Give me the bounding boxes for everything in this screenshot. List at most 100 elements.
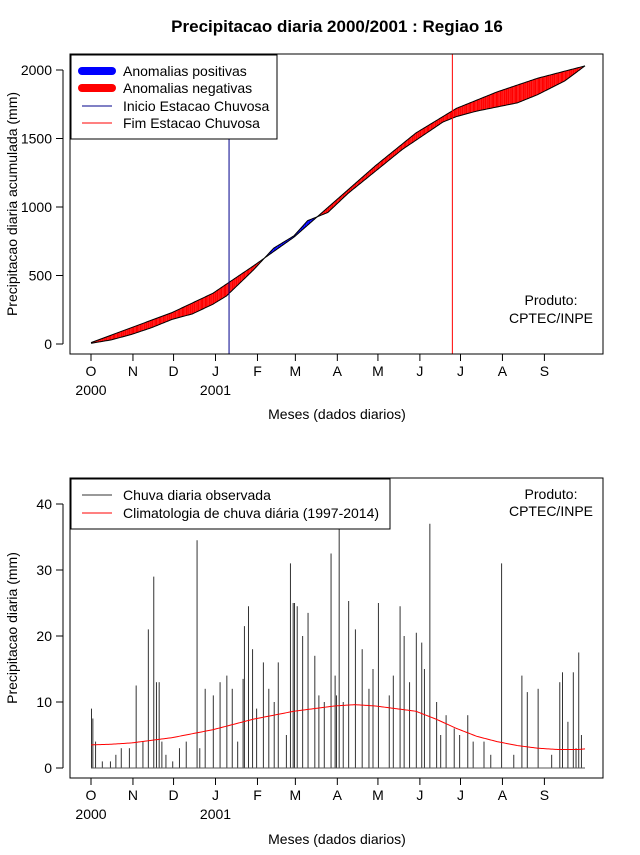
top-year-label: 2001	[200, 382, 231, 398]
top-x-tick-label: A	[333, 363, 343, 379]
negative-anomaly-segment	[476, 99, 479, 112]
negative-anomaly-segment	[478, 99, 480, 111]
negative-anomaly-segment	[563, 71, 565, 82]
top-y-tick-label: 1500	[21, 131, 52, 147]
negative-anomaly-segment	[422, 128, 424, 136]
bottom-x-axis-label: Meses (dados diarios)	[268, 831, 406, 847]
negative-anomaly-segment	[471, 101, 473, 113]
top-year-label: 2000	[75, 382, 106, 398]
climatology-line	[90, 704, 586, 769]
negative-anomaly-segment	[384, 157, 387, 164]
top-product-source: CPTEC/INPE	[509, 310, 593, 326]
negative-anomaly-segment	[501, 90, 503, 107]
negative-anomaly-segment	[208, 294, 211, 307]
negative-anomaly-segment	[168, 313, 170, 321]
negative-anomaly-segment	[456, 107, 458, 117]
negative-anomaly-segment	[210, 293, 212, 306]
bottom-y-tick-label: 0	[44, 760, 52, 776]
bottom-x-tick-label: A	[498, 787, 508, 803]
negative-anomaly-segment	[234, 277, 236, 289]
negative-anomaly-segment	[414, 133, 416, 142]
negative-anomaly-segment	[402, 142, 404, 150]
negative-anomaly-segment	[574, 68, 576, 74]
negative-anomaly-segment	[108, 335, 110, 341]
negative-anomaly-segment	[494, 92, 496, 108]
negative-anomaly-segment	[448, 112, 450, 120]
negative-anomaly-segment	[176, 309, 178, 319]
top-x-axis-label: Meses (dados diarios)	[268, 406, 406, 422]
negative-anomaly-segment	[545, 75, 548, 91]
bottom-x-tick-label: M	[372, 787, 384, 803]
negative-anomaly-segment	[380, 160, 382, 167]
negative-anomaly-segment	[394, 149, 396, 157]
bottom-x-tick-label: J	[212, 787, 219, 803]
negative-anomaly-segment	[103, 337, 105, 342]
negative-anomaly-segment	[440, 117, 442, 124]
negative-anomaly-segment	[169, 312, 171, 321]
negative-anomaly-segment	[399, 145, 401, 152]
negative-anomaly-segment	[177, 309, 179, 318]
negative-anomaly-segment	[128, 328, 131, 336]
negative-anomaly-segment	[149, 320, 151, 329]
negative-anomaly-segment	[130, 327, 132, 335]
bottom-x-axis: O N D J F M A M J J A S 2000 2001	[75, 777, 549, 822]
negative-anomaly-segment	[189, 303, 192, 315]
bottom-product-label: Produto:	[525, 486, 578, 502]
negative-anomaly-segment	[411, 135, 414, 144]
negative-anomaly-segment	[160, 316, 162, 325]
negative-anomaly-segment	[404, 140, 407, 148]
negative-anomaly-segment	[426, 125, 428, 134]
negative-anomaly-segment	[570, 69, 572, 77]
negative-anomaly-segment	[428, 124, 430, 133]
negative-anomaly-segment	[423, 127, 426, 135]
negative-anomaly-segment	[181, 307, 184, 317]
bottom-x-tick-label: N	[128, 787, 138, 803]
negative-anomaly-segment	[230, 280, 232, 293]
negative-anomaly-segment	[112, 334, 115, 340]
negative-anomaly-segment	[212, 292, 215, 305]
observed-cumulative-line	[90, 65, 586, 344]
negative-anomaly-segment	[522, 82, 525, 101]
negative-anomaly-segment	[119, 331, 121, 338]
negative-anomaly-segment	[216, 289, 219, 302]
negative-anomaly-segment	[555, 73, 557, 86]
negative-anomaly-segment	[178, 308, 181, 318]
negative-anomaly-segment	[195, 300, 197, 313]
negative-anomaly-segment	[537, 77, 539, 95]
bottom-year-label: 2001	[200, 806, 231, 822]
negative-anomaly-segment	[455, 108, 457, 118]
negative-anomaly-segment	[525, 81, 527, 100]
top-y-axis-label: Precipitacao diaria acumulada (mm)	[4, 92, 20, 316]
negative-anomaly-segment	[135, 325, 138, 334]
negative-anomaly-segment	[184, 306, 186, 317]
negative-anomaly-segment	[560, 71, 562, 84]
bottom-y-axis: 0 10 20 30 40	[36, 496, 64, 776]
top-legend: Anomalias positivas Anomalias negativas …	[70, 54, 278, 140]
negative-anomaly-segment	[107, 336, 109, 341]
negative-anomaly-segment	[197, 299, 200, 312]
top-x-tick-label: O	[86, 363, 97, 379]
bottom-y-axis-label: Precipitacao diaria (mm)	[4, 552, 20, 704]
legend-positive-label: Anomalias positivas	[123, 63, 247, 79]
negative-anomaly-segment	[200, 298, 202, 311]
negative-anomaly-segment	[444, 114, 446, 122]
negative-anomaly-segment	[375, 164, 377, 172]
negative-anomaly-segment	[143, 322, 146, 331]
negative-anomaly-segment	[373, 165, 376, 173]
negative-anomaly-segment	[138, 324, 140, 333]
bottom-legend-box	[70, 478, 391, 530]
climatology-daily-line	[90, 704, 586, 751]
bottom-x-tick-label: J	[457, 787, 464, 803]
top-x-tick-label: N	[128, 363, 138, 379]
bottom-y-tick-label: 20	[36, 628, 52, 644]
negative-anomaly-segment	[529, 80, 531, 98]
negative-anomaly-segment	[509, 87, 511, 105]
negative-anomaly-segment	[155, 318, 158, 326]
negative-anomaly-segment	[564, 70, 567, 81]
negative-anomaly-segment	[379, 161, 381, 169]
negative-anomaly-segment	[547, 75, 549, 90]
negative-anomaly-segment	[226, 283, 228, 297]
negative-anomaly-segment	[241, 273, 243, 282]
negative-anomaly-segment	[154, 318, 156, 327]
negative-anomaly-segment	[118, 332, 120, 339]
